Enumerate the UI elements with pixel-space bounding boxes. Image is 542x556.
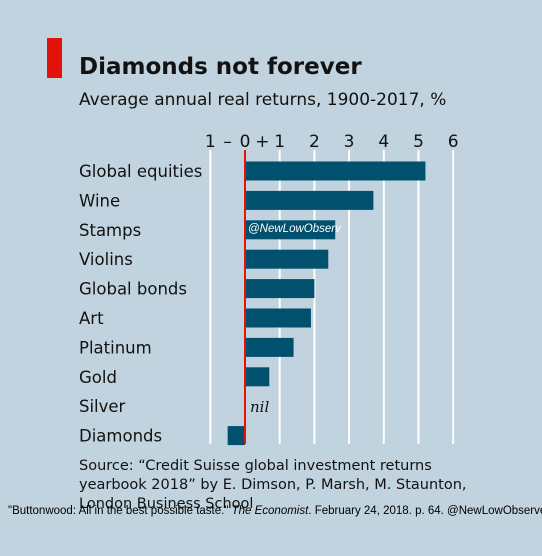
bar (245, 161, 426, 181)
chart-title: Diamonds not forever (79, 54, 362, 80)
bar (245, 308, 311, 328)
source-note: Source: “Credit Suisse global investment… (79, 458, 467, 512)
x-tick-label: 6 (448, 132, 459, 152)
bar (227, 426, 245, 446)
bar (245, 279, 315, 299)
citation-credit: "Buttonwood: All in the best possible ta… (8, 505, 542, 517)
credit-prefix: "Buttonwood: All in the best possible ta… (8, 505, 232, 517)
bar (245, 220, 336, 240)
x-tick-label: 2 (309, 132, 320, 152)
category-label: Gold (79, 368, 117, 387)
category-label: Global equities (79, 162, 202, 181)
bar (245, 337, 294, 357)
x-tick-label: 5 (413, 132, 424, 152)
x-tick-label: 1 (205, 132, 216, 152)
category-label: Silver (79, 397, 126, 416)
x-tick-label: 0 (240, 132, 251, 152)
category-label: Wine (79, 191, 120, 210)
credit-publication: The Economist (231, 505, 309, 517)
bar (245, 367, 270, 387)
brand-accent-bar (47, 38, 62, 78)
category-label: Diamonds (79, 427, 162, 446)
category-label: Art (79, 309, 104, 328)
category-label: Platinum (79, 338, 152, 357)
category-label: Global bonds (79, 280, 187, 299)
bar (245, 249, 329, 269)
x-tick-label: – (223, 132, 232, 152)
data-label: nil (250, 398, 269, 416)
x-tick-label: 3 (344, 132, 355, 152)
credit-suffix: . February 24, 2018. p. 64. @NewLowObser… (308, 505, 542, 517)
category-label: Violins (79, 250, 133, 269)
x-tick-label: 4 (378, 132, 389, 152)
x-tick-label: 1 (274, 132, 285, 152)
watermark-text: @NewLowObserv (248, 223, 341, 235)
bar (245, 190, 374, 210)
x-tick-label: + (255, 132, 269, 152)
chart-subtitle: Average annual real returns, 1900-2017, … (79, 90, 447, 110)
category-label: Stamps (79, 221, 141, 240)
